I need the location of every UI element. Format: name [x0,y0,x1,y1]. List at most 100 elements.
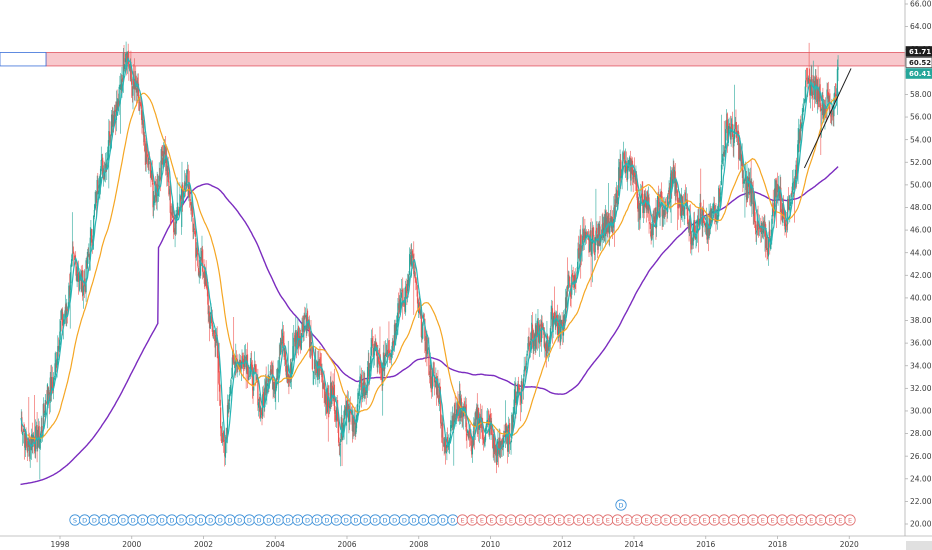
candle-body [689,215,692,235]
candle [180,187,182,235]
candle [402,277,404,320]
candle [792,181,794,195]
candle [100,146,102,175]
candle [441,415,443,438]
candle [108,120,111,146]
candle-body [114,109,116,112]
candle-body [487,418,489,421]
candle [282,321,284,349]
candle [467,431,469,440]
candle-body [596,227,598,234]
candle [763,214,765,237]
candle [325,391,327,414]
candle-body [115,101,118,120]
candle-body [410,255,412,266]
event-marker-letter: D [363,516,368,524]
event-marker-letter: D [392,516,397,524]
candle [190,201,192,215]
candle [351,403,353,443]
candle [533,332,536,352]
candle-body [471,440,473,455]
candle [760,221,763,243]
candle [733,84,736,143]
candle [672,158,674,187]
candle [117,93,120,108]
candle-body [800,122,802,128]
candle [179,195,182,208]
candle-body [531,322,533,341]
candle-body [574,273,576,281]
candle [220,399,222,437]
candle-body [805,78,807,80]
candle-body [258,398,260,401]
event-marker-e: E [563,514,575,526]
candle [379,326,381,374]
candle [229,385,231,396]
event-marker-letter: E [712,516,716,524]
candle-body [279,354,281,356]
candle-body [670,173,672,180]
candle-body [756,230,758,233]
candle [495,447,498,474]
candle [149,159,151,179]
candle [24,428,26,458]
candle-body [580,234,582,245]
candle-body [208,311,210,313]
candle-body [393,343,395,346]
candle-body [551,306,553,312]
candle-body [685,199,687,200]
candle-body [226,405,229,438]
candle-body [49,377,51,403]
candle-body [830,112,832,117]
candle [401,289,403,293]
candle-body [90,230,92,237]
event-marker-letter: E [780,516,784,524]
candle [113,104,115,126]
candle-body [79,275,81,281]
candle-body [70,259,73,267]
candle [344,396,347,419]
candle [767,247,769,260]
candle-body [66,310,68,317]
candle-body [213,331,216,333]
candle [682,196,684,222]
candle-body [280,338,282,355]
candle-body [411,250,414,257]
candle-body [195,238,197,258]
event-marker-letter: D [295,516,300,524]
candle [82,285,84,309]
candle-body [162,157,164,165]
event-marker-letter: D [450,516,455,524]
event-marker-letter: E [490,516,494,524]
candle-body [579,236,581,260]
event-marker-d: D [137,514,149,526]
candle [540,314,543,352]
candle-body [42,403,44,431]
candle-body [529,340,531,346]
candle-body [293,337,295,358]
candle-body [40,426,42,434]
candle [46,390,48,404]
event-marker-letter: E [470,516,474,524]
event-marker-d: D [224,514,236,526]
event-marker-e: E [505,514,517,526]
candle-body [43,404,45,414]
candle [360,373,362,391]
candle-body [792,182,794,183]
candle-body [573,274,576,288]
candle-body [618,168,620,181]
candle-body [507,430,509,452]
candle-body [76,274,78,282]
candle-body [715,213,717,223]
event-marker-letter: D [324,516,329,524]
candle-body [212,333,214,334]
candle [86,256,88,269]
candle [422,321,424,340]
event-marker-e: E [573,514,585,526]
candle-body [633,170,635,178]
candle [233,316,235,365]
event-marker-letter: D [208,516,213,524]
candle-body [295,330,297,344]
candle-body [198,271,200,278]
candle [197,266,200,277]
